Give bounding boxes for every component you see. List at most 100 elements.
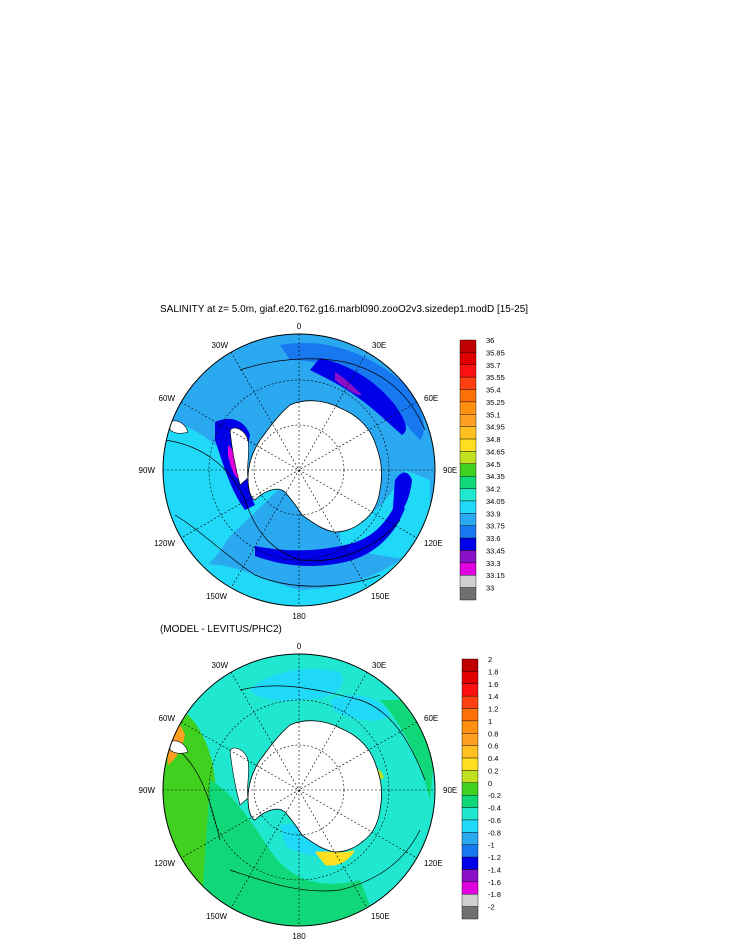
lon-label: 150E (371, 592, 390, 601)
lon-label: 30E (372, 661, 386, 670)
colorbar-label: 35.4 (486, 386, 501, 395)
map-title-salinity: SALINITY at z= 5.0m, giaf.e20.T62.g16.ma… (160, 304, 529, 315)
colorbar-swatch (459, 500, 477, 514)
colorbar-swatch (459, 463, 477, 477)
colorbar-label: 35.25 (486, 398, 505, 407)
lon-labels-bottom: 0 30E 60E 90E 120E 150E 180 150W 120W 90… (139, 642, 458, 941)
colorbar-label: 34.65 (486, 447, 505, 456)
colorbar-swatch (459, 562, 477, 576)
colorbar-swatch (459, 488, 477, 502)
colorbar-swatch (461, 881, 479, 895)
map-frame-top (162, 333, 436, 607)
colorbar-label: 35.55 (486, 373, 505, 382)
colorbar-swatch (461, 844, 479, 858)
colorbar-swatch (459, 587, 477, 601)
colorbar-swatch (461, 807, 479, 821)
colorbar-swatch (461, 906, 479, 920)
colorbar-label: 34.8 (486, 435, 501, 444)
lon-label: 30E (372, 341, 386, 350)
colorbar-swatch (459, 376, 477, 390)
colorbar-swatch (459, 339, 477, 353)
colorbar-label: 34.5 (486, 460, 501, 469)
lon-label: 30W (212, 341, 229, 350)
lon-label: 150E (371, 912, 390, 921)
colorbar-swatch (461, 856, 479, 870)
colorbar-swatch (461, 671, 479, 684)
colorbar-swatch (459, 525, 477, 539)
colorbar-swatch (459, 426, 477, 440)
colorbar-label: 0.4 (488, 754, 498, 763)
colorbar-swatch (461, 794, 479, 808)
colorbar-label: 35.85 (486, 348, 505, 357)
colorbar-label: 35.7 (486, 361, 501, 370)
colorbar-label: 2 (488, 655, 492, 664)
graticule-bottom (163, 654, 435, 926)
colorbar-swatch (461, 695, 479, 709)
colorbar-swatch (461, 708, 479, 722)
lon-label: 120W (154, 539, 175, 548)
colorbar-label: 33.3 (486, 559, 501, 568)
colorbar-label: 36 (486, 336, 494, 345)
lon-label: 90W (139, 786, 156, 795)
colorbar-label: 1.8 (488, 667, 498, 676)
colorbar-swatch (459, 475, 477, 489)
map-frame-bottom (162, 653, 436, 927)
colorbar-label: -1 (488, 841, 495, 850)
salinity-field (163, 334, 435, 606)
colorbar-swatch (461, 832, 479, 845)
colorbar-swatch (459, 438, 477, 452)
colorbar-label: 1.4 (488, 692, 498, 701)
colorbar-swatch (459, 537, 477, 551)
colorbar-label: 34.35 (486, 472, 505, 481)
colorbar-swatch (461, 733, 479, 746)
colorbar-label: 0 (488, 779, 492, 788)
colorbar-label: 1.6 (488, 680, 498, 689)
lon-label: 150W (206, 912, 227, 921)
map-title-difference: (MODEL - LEVITUS/PHC2) (160, 624, 282, 635)
colorbar-label: -1.8 (488, 890, 501, 899)
colorbar-label: 34.2 (486, 485, 501, 494)
colorbar-salinity: 36 35.85 35.7 35.55 35.4 35.25 35.1 34.95 34.8 34… (459, 336, 505, 601)
colorbar-label: 0.8 (488, 729, 498, 738)
colorbar-swatch (461, 819, 479, 833)
colorbar-label: -1.2 (488, 853, 501, 862)
lon-label: 60E (424, 394, 438, 403)
lon-label: 180 (292, 612, 306, 621)
colorbar-swatch (459, 550, 477, 564)
lon-label: 150W (206, 592, 227, 601)
lon-label: 90E (443, 466, 457, 475)
lon-label: 60W (159, 714, 176, 723)
colorbar-swatch (459, 414, 477, 427)
colorbar-label: 33 (486, 584, 494, 593)
colorbar-label: 34.95 (486, 423, 505, 432)
colorbar-swatch (459, 401, 477, 415)
lon-label: 120W (154, 859, 175, 868)
lon-label: 60W (159, 394, 176, 403)
lon-label: 120E (424, 859, 443, 868)
colorbar-label: -0.2 (488, 791, 501, 800)
lon-label: 90W (139, 466, 156, 475)
colorbar-label: -1.4 (488, 865, 501, 874)
colorbar-label: -1.6 (488, 878, 501, 887)
colorbar-swatch (461, 745, 479, 759)
graticule-top (163, 334, 435, 606)
lon-label: 0 (297, 322, 302, 331)
lon-label: 180 (292, 932, 306, 941)
colorbar-label: -0.6 (488, 816, 501, 825)
lon-label: 30W (212, 661, 229, 670)
colorbar-swatch (461, 720, 479, 734)
colorbar-label: 0.6 (488, 742, 498, 751)
colorbar-swatch (459, 513, 477, 526)
colorbar-label: 34.05 (486, 497, 505, 506)
colorbar-label: 33.9 (486, 509, 501, 518)
colorbar-swatch (459, 575, 477, 588)
colorbar-label: 1 (488, 717, 492, 726)
colorbar-swatch (461, 770, 479, 784)
colorbar-swatch (459, 451, 477, 465)
colorbar-swatch (461, 782, 479, 796)
colorbar-swatch (459, 364, 477, 378)
lon-label: 60E (424, 714, 438, 723)
colorbar-swatch (459, 389, 477, 403)
colorbar-swatch (461, 757, 479, 771)
